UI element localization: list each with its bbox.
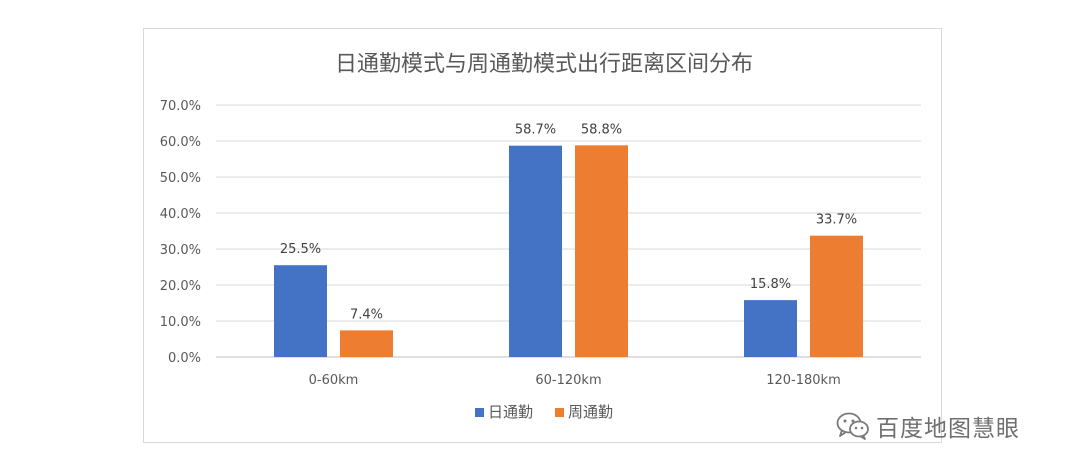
y-tick-label: 70.0%: [160, 99, 201, 114]
y-tick-label: 10.0%: [160, 315, 201, 330]
data-label: 15.8%: [750, 277, 791, 292]
x-axis-ticks: 0-60km 60-120km 120-180km: [309, 373, 841, 388]
wechat-icon: [836, 412, 870, 440]
bars: [274, 145, 863, 357]
bar-daily-0: [274, 265, 327, 357]
chart-canvas: 日通勤模式与周通勤模式出行距离区间分布 0.0% 10.0% 20.0% 30.0% 4…: [160, 52, 921, 421]
data-label: 33.7%: [816, 213, 857, 228]
bar-daily-2: [744, 300, 797, 357]
y-tick-label: 50.0%: [160, 171, 201, 186]
legend-label: 周通勤: [568, 403, 613, 421]
y-tick-label: 60.0%: [160, 135, 201, 150]
bar-weekly-1: [575, 145, 628, 357]
legend: 日通勤 周通勤: [475, 403, 613, 421]
legend-label: 日通勤: [488, 403, 533, 421]
data-label: 25.5%: [280, 242, 321, 257]
x-tick-label: 120-180km: [766, 373, 841, 388]
data-label: 58.7%: [515, 123, 556, 138]
bar-daily-1: [509, 145, 562, 357]
gridlines: [216, 104, 921, 358]
bar-weekly-0: [340, 330, 393, 357]
y-tick-label: 20.0%: [160, 279, 201, 294]
legend-swatch: [475, 408, 484, 417]
chart-frame: 日通勤模式与周通勤模式出行距离区间分布 0.0% 10.0% 20.0% 30.0% 4…: [143, 28, 942, 443]
data-labels: 25.5% 7.4% 58.7% 58.8% 15.8% 33.7%: [280, 122, 857, 322]
y-axis-ticks: 0.0% 10.0% 20.0% 30.0% 40.0% 50.0% 60.0% 70.0%: [160, 99, 201, 366]
y-tick-label: 0.0%: [168, 351, 201, 366]
watermark: 百度地图慧眼: [836, 408, 1020, 444]
x-tick-label: 60-120km: [535, 373, 601, 388]
legend-swatch: [555, 408, 564, 417]
x-tick-label: 0-60km: [309, 373, 359, 388]
y-tick-label: 30.0%: [160, 243, 201, 258]
bar-weekly-2: [810, 235, 863, 357]
chart-title: 日通勤模式与周通勤模式出行距离区间分布: [335, 52, 753, 77]
watermark-text: 百度地图慧眼: [876, 416, 1020, 442]
data-label: 7.4%: [350, 307, 383, 322]
data-label: 58.8%: [581, 122, 622, 137]
y-tick-label: 40.0%: [160, 207, 201, 222]
